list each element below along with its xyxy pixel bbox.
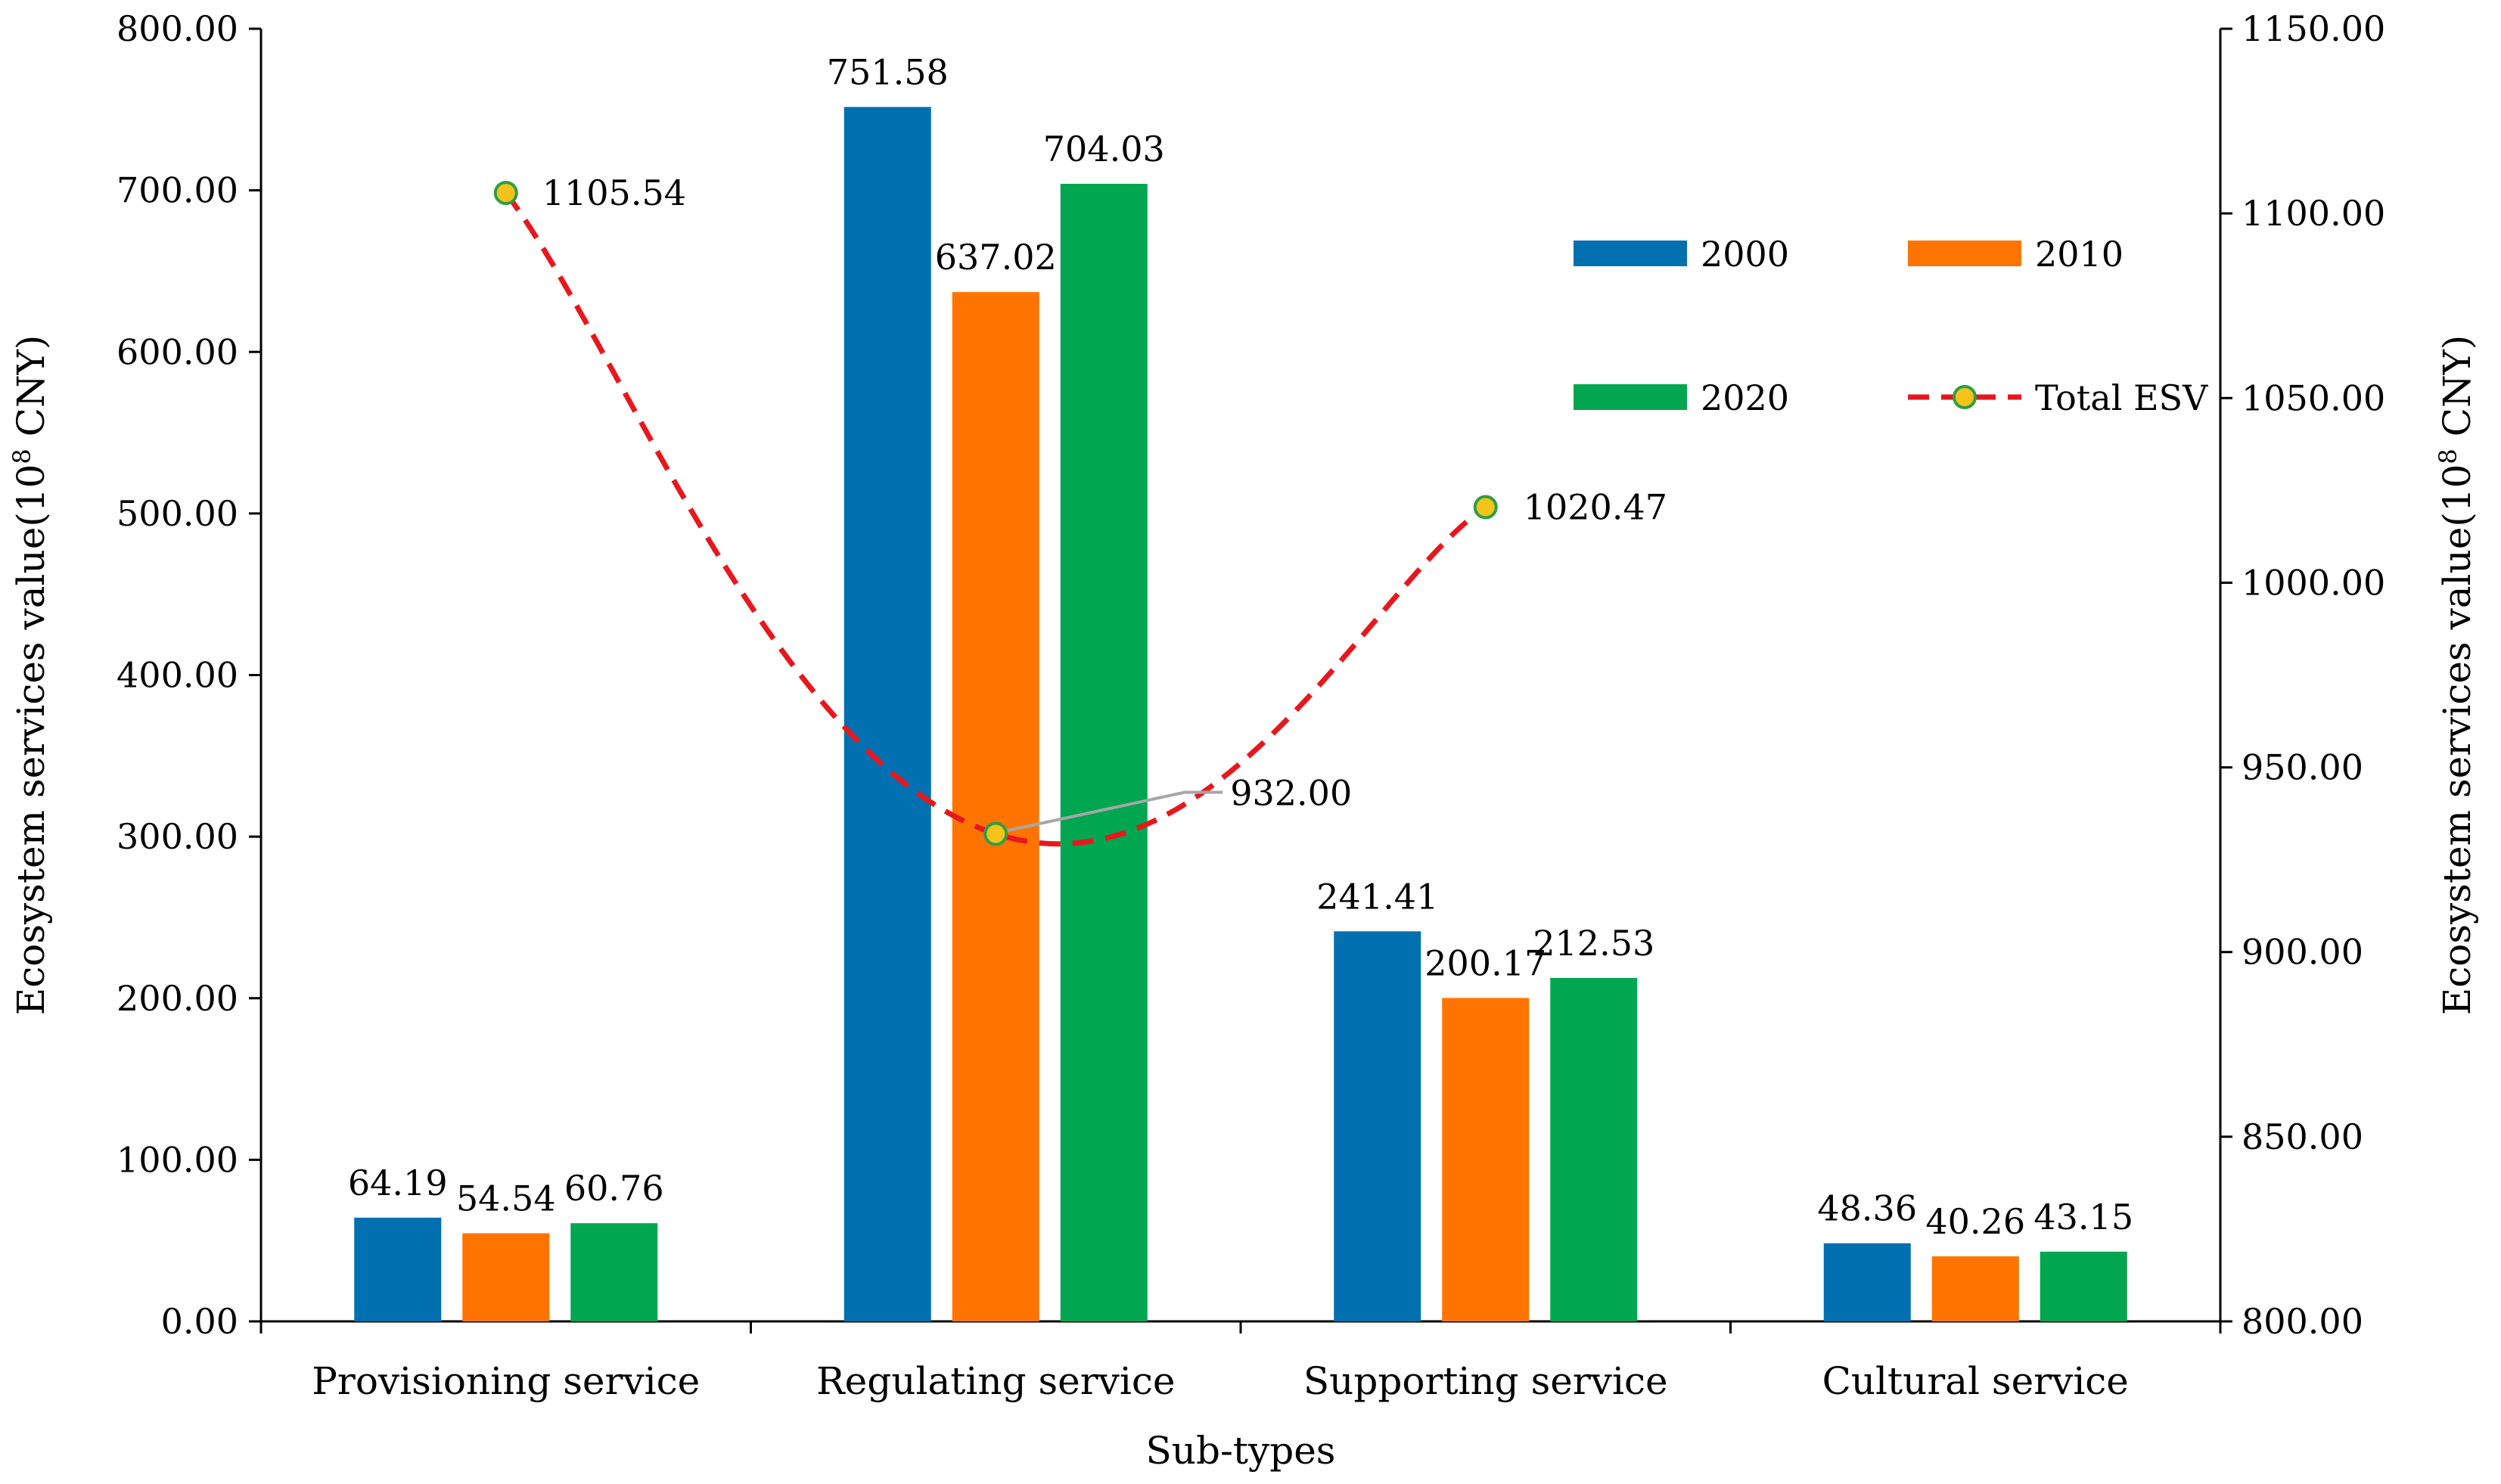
total-esv-leader-line <box>1005 790 1223 833</box>
left-tick-label: 600.00 <box>117 331 238 372</box>
total-esv-label: 932.00 <box>1230 772 1352 813</box>
bar-value-label-2000: 48.36 <box>1817 1188 1917 1229</box>
legend-label: 2010 <box>2035 234 2124 275</box>
bar-value-label-2010: 200.17 <box>1424 942 1546 983</box>
legend-swatch-2020 <box>1574 384 1687 410</box>
total-esv-marker <box>493 181 518 206</box>
total-esv-line-group <box>493 181 1498 847</box>
bar-value-label-2000: 751.58 <box>827 51 949 92</box>
left-y-axis-title-superscript: 8 <box>8 449 36 464</box>
bar-2020 <box>570 1223 658 1321</box>
left-y-axis-title-text: Ecosystem services value(10 <box>9 464 53 1016</box>
bar-value-label-2010: 40.26 <box>1925 1201 2025 1242</box>
bars <box>354 107 2127 1322</box>
bar-2000 <box>1334 931 1421 1321</box>
left-y-axis-title-unit: CNY) <box>9 335 53 449</box>
bar-2010 <box>1442 998 1530 1321</box>
legend: 2000 2010 2020 Total ESV <box>1574 234 2208 418</box>
legend-label: 2000 <box>1701 234 1789 275</box>
bar-2020 <box>1550 977 1638 1321</box>
left-y-axis-title: Ecosystem services value(108 CNY) <box>8 335 53 1015</box>
category-label: Cultural service <box>1822 1359 2129 1403</box>
bar-value-label-2000: 241.41 <box>1316 876 1438 917</box>
bar-2010 <box>952 292 1039 1321</box>
left-tick-label: 800.00 <box>117 8 238 49</box>
right-tick-label: 950.00 <box>2242 747 2363 788</box>
legend-swatch-2000 <box>1574 241 1687 266</box>
right-y-axis-title-superscript: 8 <box>2434 449 2462 464</box>
bar-2000 <box>1823 1243 1911 1321</box>
left-tick-label: 100.00 <box>117 1139 238 1180</box>
bar-value-label-2010: 637.02 <box>935 237 1057 278</box>
bar-value-label-2020: 704.03 <box>1043 129 1165 169</box>
legend-swatch-2010 <box>1908 241 2021 266</box>
right-tick-label: 1000.00 <box>2242 562 2385 603</box>
left-tick-label: 500.00 <box>117 493 238 534</box>
right-y-axis-title: Ecosystem services value(108 CNY) <box>2434 335 2479 1015</box>
right-y-axis-title-unit: CNY) <box>2435 335 2479 449</box>
total-esv-marker <box>983 821 1008 846</box>
legend-label: 2020 <box>1701 377 1789 418</box>
left-tick-label: 200.00 <box>117 978 238 1019</box>
total-esv-marker <box>1473 495 1498 520</box>
bar-2020 <box>2040 1251 2127 1321</box>
bar-value-label-2010: 54.54 <box>456 1178 556 1219</box>
left-tick-label: 0.00 <box>161 1301 238 1342</box>
total-esv-label: 1105.54 <box>542 172 686 213</box>
bar-2000 <box>844 107 931 1321</box>
bar-value-label-2000: 64.19 <box>348 1163 448 1203</box>
bar-2000 <box>354 1217 442 1321</box>
right-tick-label: 1150.00 <box>2242 8 2385 49</box>
x-axis-title: Sub-types <box>1146 1429 1336 1473</box>
right-tick-label: 800.00 <box>2242 1301 2363 1342</box>
bar-value-label-2020: 212.53 <box>1533 923 1654 964</box>
axes: 0.00 100.00 200.00 300.00 400.00 500.00 600.00… <box>117 8 2385 1403</box>
right-tick-label: 1100.00 <box>2242 193 2385 234</box>
category-label: Regulating service <box>816 1359 1175 1403</box>
bar-2020 <box>1060 184 1148 1322</box>
legend-label: Total ESV <box>2035 377 2208 418</box>
right-tick-label: 850.00 <box>2242 1116 2363 1157</box>
legend-marker-total-esv <box>1953 385 1977 409</box>
right-y-axis-title-text: Ecosystem services value(10 <box>2435 464 2479 1016</box>
left-tick-label: 700.00 <box>117 170 238 211</box>
category-label: Supporting service <box>1303 1359 1668 1403</box>
left-tick-label: 400.00 <box>117 655 238 696</box>
data-labels: 64.19 751.58 241.41 48.36 54.54 637.02 200.17 4… <box>348 51 2133 1242</box>
total-esv-label: 1020.47 <box>1524 486 1667 527</box>
bar-value-label-2020: 43.15 <box>2033 1197 2133 1237</box>
category-label: Provisioning service <box>312 1359 700 1403</box>
right-tick-label: 900.00 <box>2242 932 2363 973</box>
bar-value-label-2020: 60.76 <box>564 1168 664 1209</box>
right-tick-label: 1050.00 <box>2242 377 2385 418</box>
bar-2010 <box>462 1233 550 1321</box>
left-tick-label: 300.00 <box>117 816 238 857</box>
bar-2010 <box>1931 1256 2019 1321</box>
